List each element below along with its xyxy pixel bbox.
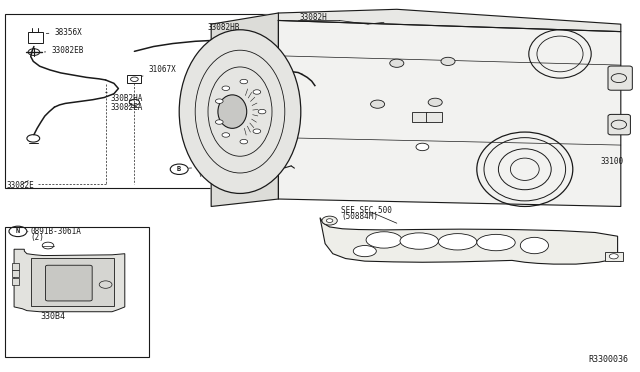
Circle shape bbox=[253, 90, 260, 94]
Text: 33082EA: 33082EA bbox=[110, 103, 143, 112]
Polygon shape bbox=[320, 218, 618, 264]
Bar bbox=[28, 32, 43, 43]
FancyBboxPatch shape bbox=[608, 114, 630, 135]
Bar bbox=[5, 14, 296, 188]
Text: B: B bbox=[177, 166, 181, 172]
Polygon shape bbox=[211, 13, 278, 206]
Text: R3300036: R3300036 bbox=[589, 355, 628, 364]
Text: (13): (13) bbox=[197, 169, 216, 178]
Ellipse shape bbox=[400, 233, 438, 249]
Circle shape bbox=[258, 109, 266, 114]
Bar bbox=[412, 112, 427, 122]
Circle shape bbox=[609, 254, 618, 259]
Circle shape bbox=[253, 129, 260, 134]
Bar bbox=[5, 227, 149, 357]
Ellipse shape bbox=[520, 237, 548, 254]
Text: 330B4: 330B4 bbox=[40, 312, 65, 321]
FancyBboxPatch shape bbox=[608, 66, 632, 90]
Circle shape bbox=[222, 86, 230, 90]
Bar bbox=[605, 252, 623, 261]
Bar bbox=[12, 263, 19, 270]
Ellipse shape bbox=[477, 234, 515, 251]
Text: 31067X: 31067X bbox=[142, 65, 176, 76]
Text: 0891B-3061A: 0891B-3061A bbox=[28, 227, 81, 236]
Circle shape bbox=[240, 79, 248, 84]
Text: SEE SEC.500: SEE SEC.500 bbox=[341, 206, 392, 215]
Bar bbox=[12, 278, 19, 285]
Circle shape bbox=[371, 100, 385, 108]
FancyBboxPatch shape bbox=[45, 265, 92, 301]
Text: 33082H: 33082H bbox=[300, 13, 327, 22]
Circle shape bbox=[240, 140, 248, 144]
Text: 0B124-0451E: 0B124-0451E bbox=[189, 162, 248, 171]
Text: (50884M): (50884M) bbox=[341, 212, 378, 221]
Polygon shape bbox=[278, 20, 621, 206]
Ellipse shape bbox=[366, 232, 402, 248]
Circle shape bbox=[322, 216, 337, 225]
Circle shape bbox=[216, 99, 223, 103]
Polygon shape bbox=[14, 249, 125, 312]
Text: N: N bbox=[16, 228, 20, 234]
Bar bbox=[12, 270, 19, 277]
Text: 33082E: 33082E bbox=[6, 181, 34, 190]
Text: 33082EA: 33082EA bbox=[224, 67, 257, 76]
Ellipse shape bbox=[218, 95, 247, 128]
Text: 38356X: 38356X bbox=[46, 28, 82, 37]
Circle shape bbox=[428, 98, 442, 106]
Text: (2): (2) bbox=[31, 233, 45, 242]
Circle shape bbox=[222, 133, 230, 137]
Bar bbox=[426, 112, 442, 122]
Circle shape bbox=[390, 59, 404, 67]
Bar bbox=[127, 75, 141, 83]
Text: 33082HB: 33082HB bbox=[208, 23, 241, 38]
Text: 33100: 33100 bbox=[600, 157, 623, 166]
Text: 33082EB: 33082EB bbox=[44, 46, 84, 55]
Circle shape bbox=[326, 219, 333, 222]
Circle shape bbox=[441, 57, 455, 65]
Bar bbox=[31, 258, 114, 306]
Circle shape bbox=[99, 281, 112, 288]
Polygon shape bbox=[278, 9, 621, 32]
Text: 330B2HA: 330B2HA bbox=[106, 92, 143, 103]
Circle shape bbox=[416, 143, 429, 151]
Circle shape bbox=[216, 120, 223, 124]
Ellipse shape bbox=[179, 30, 301, 193]
Ellipse shape bbox=[353, 246, 376, 257]
Ellipse shape bbox=[438, 234, 477, 250]
